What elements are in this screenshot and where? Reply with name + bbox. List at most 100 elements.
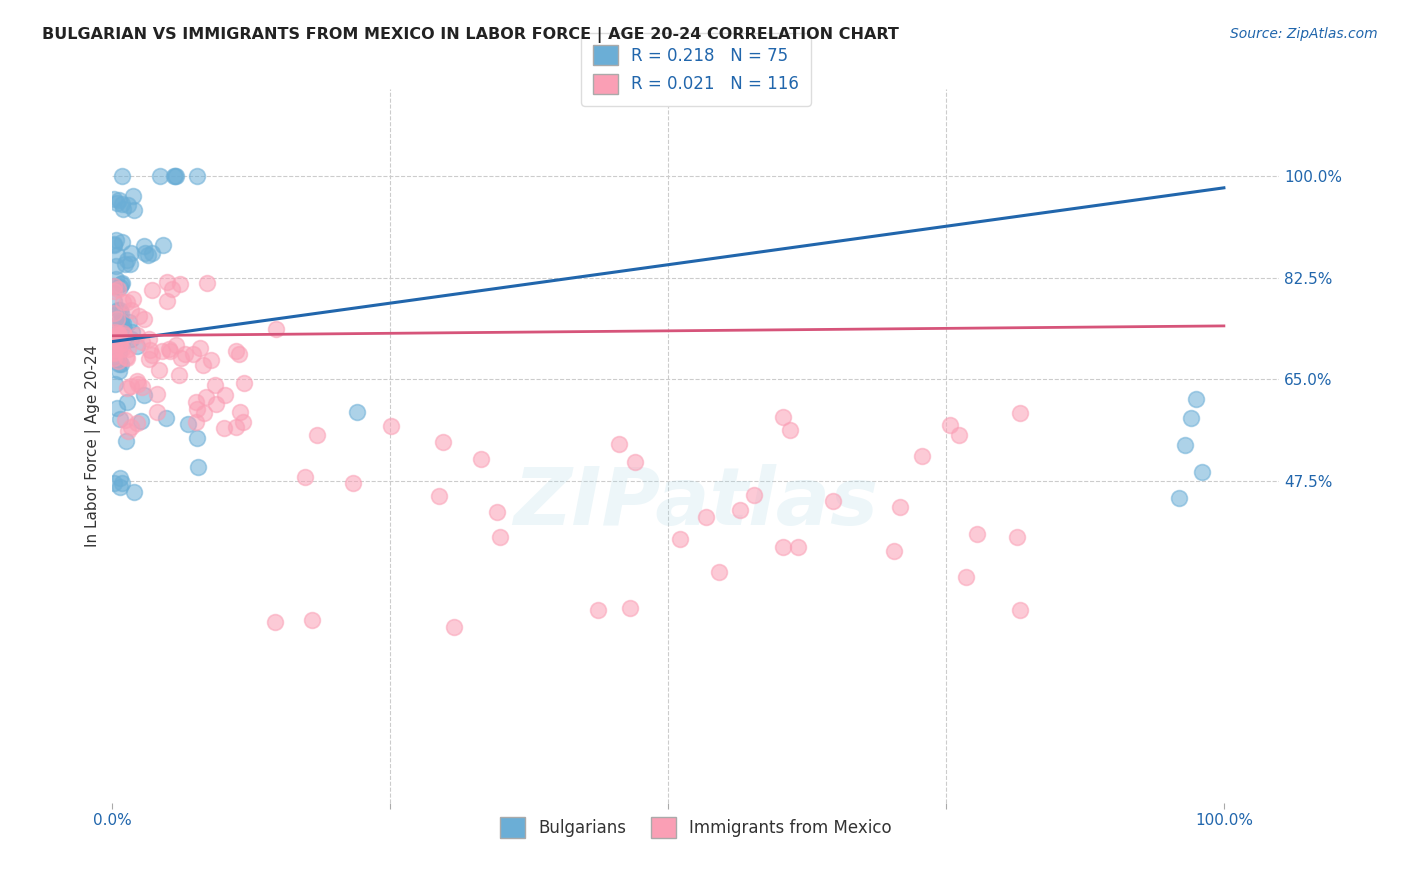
Point [111, 235, 134, 249]
Point [105, 312, 128, 326]
Point [103, 279, 125, 293]
Point [110, 277, 132, 292]
Point [165, 169, 187, 184]
Point [120, 379, 142, 393]
Point [146, 387, 169, 401]
Point [380, 419, 402, 434]
Point [112, 316, 135, 330]
Point [152, 237, 174, 252]
Point [212, 421, 235, 435]
Point [163, 169, 186, 184]
Point [623, 455, 645, 469]
Point [186, 395, 208, 409]
Point [156, 275, 179, 289]
Point [155, 410, 177, 425]
Point [169, 277, 191, 291]
Point [229, 405, 252, 419]
Point [107, 326, 129, 340]
Point [114, 257, 136, 271]
Point [619, 600, 641, 615]
Point [122, 485, 145, 500]
Point [1008, 406, 1031, 420]
Point [177, 417, 200, 432]
Point [117, 342, 139, 356]
Point [115, 350, 138, 364]
Point [127, 328, 149, 343]
Point [103, 236, 125, 251]
Point [121, 325, 143, 339]
Point [111, 342, 134, 356]
Point [111, 202, 134, 216]
Point [122, 292, 145, 306]
Point [188, 342, 211, 356]
Point [115, 434, 138, 448]
Point [939, 418, 962, 433]
Point [194, 390, 217, 404]
Point [186, 402, 208, 417]
Point [141, 245, 163, 260]
Point [105, 248, 128, 262]
Point [117, 197, 139, 211]
Point [488, 530, 510, 544]
Point [779, 423, 801, 437]
Point [112, 326, 135, 340]
Point [225, 343, 247, 358]
Point [138, 332, 160, 346]
Point [108, 193, 131, 207]
Point [1008, 603, 1031, 617]
Point [115, 395, 138, 409]
Point [103, 346, 125, 360]
Point [108, 337, 131, 351]
Point [103, 345, 125, 359]
Point [107, 357, 129, 371]
Point [742, 488, 765, 502]
Text: BULGARIAN VS IMMIGRANTS FROM MEXICO IN LABOR FORCE | AGE 20-24 CORRELATION CHART: BULGARIAN VS IMMIGRANTS FROM MEXICO IN L… [42, 27, 898, 43]
Point [138, 351, 160, 366]
Point [1180, 410, 1202, 425]
Point [193, 406, 215, 420]
Point [104, 342, 127, 356]
Point [264, 322, 287, 336]
Point [157, 342, 180, 356]
Point [103, 351, 125, 365]
Point [103, 192, 125, 206]
Point [204, 377, 226, 392]
Point [948, 428, 970, 442]
Point [111, 476, 134, 491]
Point [707, 565, 730, 579]
Point [1191, 466, 1213, 480]
Point [131, 380, 153, 394]
Point [108, 412, 131, 426]
Point [107, 282, 129, 296]
Point [104, 377, 127, 392]
Point [294, 470, 316, 484]
Point [107, 302, 129, 317]
Point [105, 401, 128, 415]
Point [486, 505, 509, 519]
Point [955, 570, 977, 584]
Point [160, 282, 183, 296]
Point [607, 437, 630, 451]
Point [186, 416, 208, 430]
Point [233, 376, 256, 390]
Text: ZIPatlas: ZIPatlas [513, 464, 879, 542]
Point [305, 428, 328, 442]
Point [195, 277, 218, 291]
Point [821, 494, 844, 508]
Point [120, 302, 142, 317]
Point [1168, 491, 1191, 505]
Point [181, 347, 204, 361]
Point [107, 344, 129, 359]
Point [232, 415, 254, 429]
Point [110, 338, 132, 352]
Point [427, 490, 450, 504]
Point [125, 375, 148, 389]
Point [120, 333, 142, 347]
Point [112, 295, 135, 310]
Point [122, 203, 145, 218]
Point [103, 331, 125, 345]
Point [138, 343, 160, 357]
Point [108, 480, 131, 494]
Point [170, 351, 193, 366]
Point [772, 410, 794, 425]
